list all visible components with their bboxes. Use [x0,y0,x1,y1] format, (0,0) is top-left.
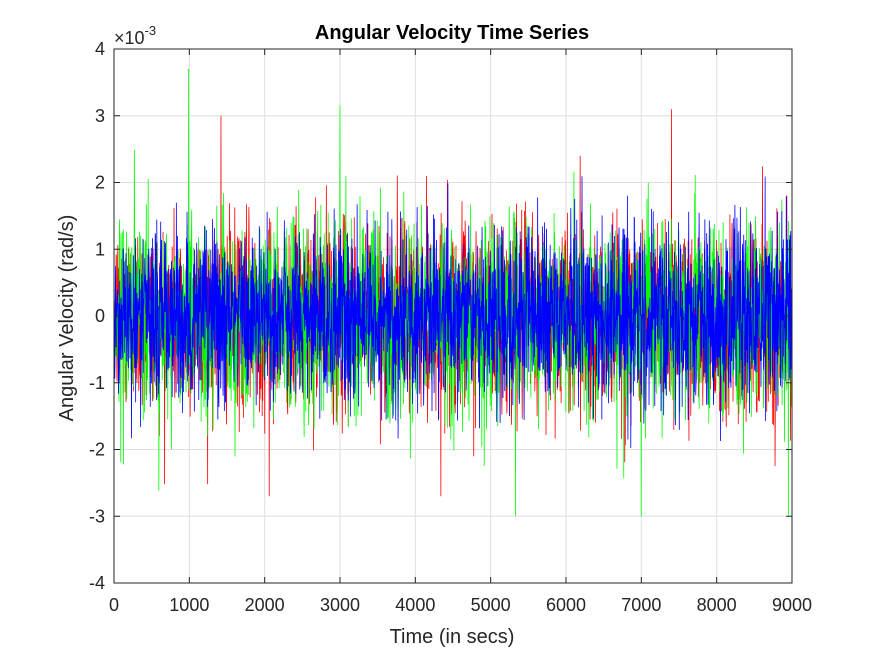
x-tick-label: 3000 [320,595,360,615]
y-tick-label: 0 [95,306,105,326]
x-tick-label: 2000 [245,595,285,615]
y-tick-label: 1 [95,239,105,259]
x-tick-label: 5000 [471,595,511,615]
y-axis-exponent: ×10-3 [114,23,156,48]
x-tick-label: 8000 [697,595,737,615]
x-tick-label: 6000 [546,595,586,615]
x-tick-label: 9000 [772,595,812,615]
y-tick-label: -4 [89,573,105,593]
y-tick-label: 4 [95,39,105,59]
axes: 0 1000 2000 3000 4000 5000 6000 7000 8000 9000 -4 -… [89,39,812,615]
y-axis-exponent-power: -3 [145,23,157,38]
x-tick-label: 1000 [169,595,209,615]
y-tick-label: -3 [89,506,105,526]
y-axis-exponent-base: ×10 [114,28,145,48]
x-tick-label: 4000 [395,595,435,615]
x-tick-label: 0 [109,595,119,615]
y-tick-label: -2 [89,440,105,460]
x-tick-label: 7000 [621,595,661,615]
plot-area [113,69,793,517]
x-axis-label: Time (in secs) [390,626,515,648]
y-tick-label: 2 [95,173,105,193]
series-line-3 [113,176,793,448]
y-tick-label: -1 [89,373,105,393]
y-axis-label: Angular Velocity (rad/s) [56,215,78,422]
chart-title: Angular Velocity Time Series [315,22,589,44]
y-tick-label: 3 [95,106,105,126]
